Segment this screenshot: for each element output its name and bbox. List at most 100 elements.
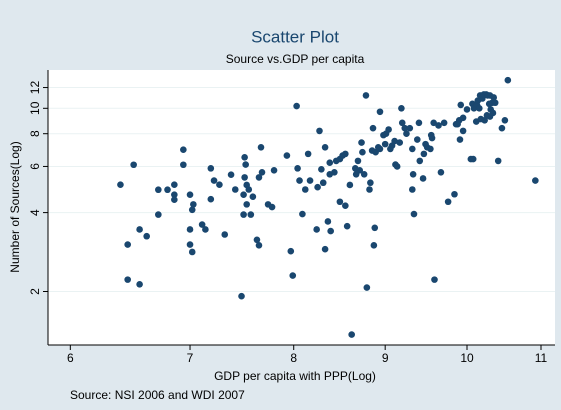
point xyxy=(342,150,349,158)
point xyxy=(231,186,239,193)
point xyxy=(186,226,194,233)
point xyxy=(296,177,303,184)
point xyxy=(416,157,424,165)
plot-area xyxy=(48,70,555,345)
point xyxy=(457,101,465,109)
point xyxy=(171,181,178,189)
point xyxy=(362,92,370,99)
point xyxy=(469,155,477,163)
point xyxy=(430,119,437,127)
point xyxy=(366,186,373,193)
point xyxy=(207,195,215,203)
point xyxy=(258,168,266,176)
point xyxy=(367,179,374,187)
point xyxy=(314,183,321,191)
point xyxy=(444,198,452,206)
point xyxy=(369,124,377,132)
point xyxy=(210,177,218,184)
point xyxy=(419,175,427,182)
chart-subtitle: Source vs.GDP per capita xyxy=(226,52,365,66)
point xyxy=(504,76,512,84)
point xyxy=(494,157,502,165)
point xyxy=(289,272,297,279)
point xyxy=(489,109,497,117)
point xyxy=(427,145,434,153)
point xyxy=(306,177,314,184)
point xyxy=(403,130,410,138)
point xyxy=(359,148,366,156)
point xyxy=(451,190,458,198)
point xyxy=(376,108,384,116)
point xyxy=(324,218,332,225)
point xyxy=(398,119,406,127)
y-axis-label: Number of Sources(Log) xyxy=(8,141,22,272)
point xyxy=(336,198,344,206)
point xyxy=(216,181,223,189)
point xyxy=(319,179,327,187)
y-tick-label: 2 xyxy=(28,288,42,295)
point xyxy=(247,211,255,218)
x-tick-label: 11 xyxy=(535,351,548,365)
point xyxy=(459,127,467,135)
x-axis-label: GDP per capita with PPP(Log) xyxy=(214,369,376,383)
point xyxy=(283,152,291,159)
y-tick-label: 10 xyxy=(28,101,42,115)
point xyxy=(136,226,143,233)
source-note: Source: NSI 2006 and WDI 2007 xyxy=(70,388,245,402)
point xyxy=(253,236,261,244)
point xyxy=(428,134,436,142)
point xyxy=(440,119,448,127)
point xyxy=(241,174,248,181)
point xyxy=(255,174,263,181)
point xyxy=(117,181,124,189)
point xyxy=(198,221,206,228)
y-tick-label: 4 xyxy=(28,209,42,216)
point xyxy=(463,106,471,113)
point xyxy=(363,284,371,291)
point xyxy=(186,191,194,199)
x-tick-label: 8 xyxy=(290,351,297,365)
y-tick-label: 12 xyxy=(28,81,42,95)
point xyxy=(391,137,398,145)
point xyxy=(459,114,467,122)
point xyxy=(409,186,416,193)
point xyxy=(398,105,405,112)
point xyxy=(136,281,143,288)
point xyxy=(171,191,178,199)
point xyxy=(188,206,196,214)
point xyxy=(124,241,131,248)
point xyxy=(207,165,215,172)
point xyxy=(437,168,445,176)
point xyxy=(249,193,257,200)
point xyxy=(371,224,379,232)
point xyxy=(257,143,265,151)
point xyxy=(287,247,295,255)
point xyxy=(326,159,334,167)
point xyxy=(501,116,509,124)
point xyxy=(481,116,488,124)
point xyxy=(409,145,416,153)
point xyxy=(301,186,309,193)
point xyxy=(476,105,483,112)
point xyxy=(245,186,253,193)
x-tick-label: 10 xyxy=(460,351,474,365)
point xyxy=(356,167,364,174)
point xyxy=(409,171,417,178)
point xyxy=(171,196,178,204)
point xyxy=(304,150,312,158)
point xyxy=(381,140,389,148)
point xyxy=(316,127,323,135)
grid xyxy=(48,87,555,293)
point xyxy=(240,211,247,218)
point xyxy=(406,124,414,132)
point xyxy=(255,242,263,249)
point xyxy=(313,226,320,233)
point xyxy=(370,242,378,249)
point xyxy=(431,276,438,283)
point xyxy=(321,143,329,151)
point xyxy=(415,119,423,127)
point xyxy=(124,276,131,283)
point xyxy=(331,168,338,176)
point xyxy=(202,226,209,233)
